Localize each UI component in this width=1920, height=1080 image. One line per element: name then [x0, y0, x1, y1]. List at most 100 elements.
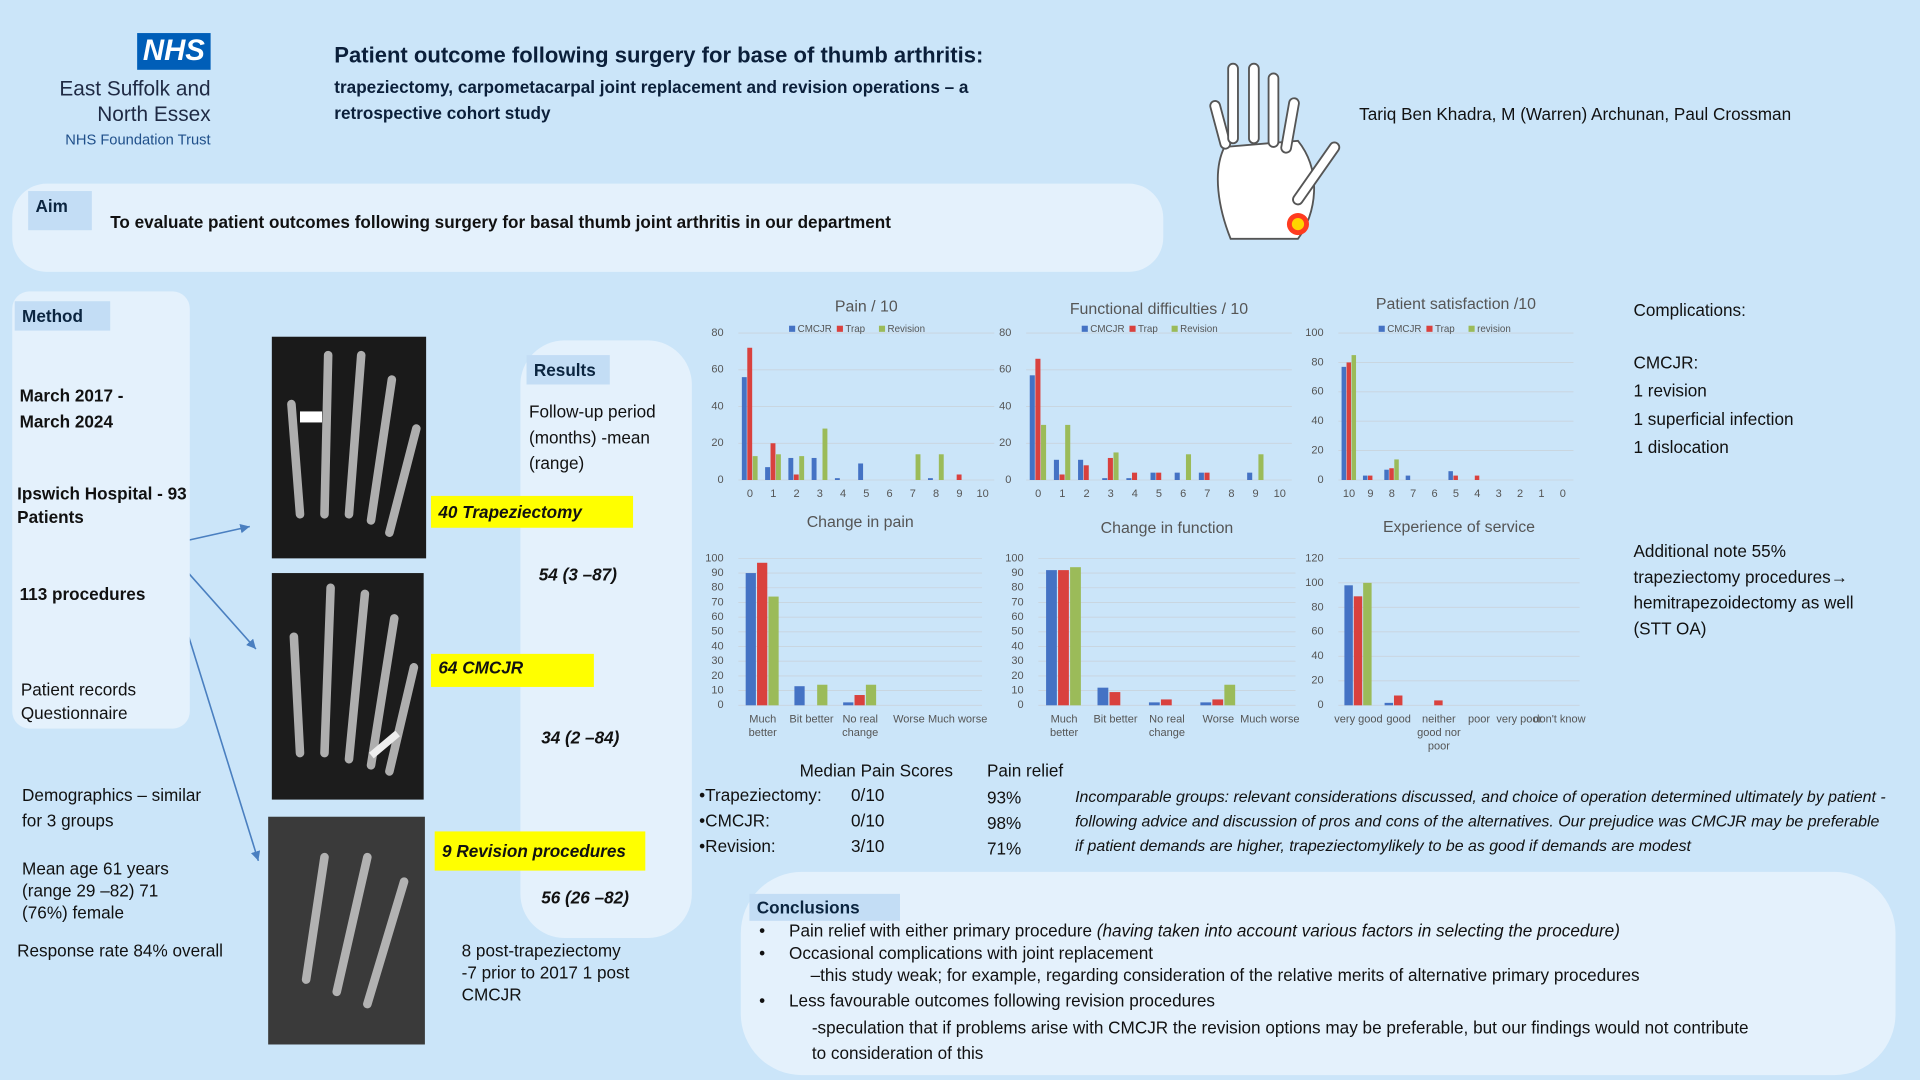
bar: [757, 562, 768, 706]
table-cell: 3/10: [851, 836, 885, 856]
bar: [1097, 687, 1109, 706]
bar: [858, 463, 864, 480]
x-tick-label: 4: [1132, 488, 1138, 500]
y-tick-label: 100: [1305, 327, 1323, 339]
xray-images: [268, 336, 427, 1045]
legend-swatch: [789, 325, 796, 332]
bar: [834, 478, 840, 480]
x-tick-label: 0: [1560, 488, 1566, 500]
conclusion: • Occasional complications with joint re…: [759, 942, 1153, 963]
y-tick-label: 40: [1311, 650, 1323, 662]
bar: [865, 684, 877, 706]
bar: [1258, 454, 1264, 480]
y-tick-label: 40: [711, 640, 723, 652]
bar: [956, 474, 962, 480]
table-cell: •CMCJR:: [699, 810, 770, 831]
legend-label: CMCJR: [1387, 324, 1421, 335]
group-name: 40 Trapeziectomy: [431, 495, 634, 528]
aim-panel: [12, 183, 1164, 272]
bar: [752, 456, 758, 480]
table-cell: 0/10: [851, 810, 885, 831]
x-tick-label: poor: [1468, 713, 1490, 725]
bar: [1341, 366, 1347, 480]
legend-swatch: [1171, 325, 1178, 332]
table-cell: •Revision:: [699, 836, 776, 856]
y-tick-label: 100: [1305, 577, 1323, 589]
bar: [1102, 478, 1108, 480]
y-tick-label: 60: [999, 364, 1011, 376]
complications-line: Complications:: [1633, 300, 1746, 320]
y-tick-label: 0: [718, 474, 724, 486]
bar: [1041, 424, 1047, 480]
conclusions-panel: [740, 871, 1896, 1076]
x-tick-label: 4: [1474, 488, 1480, 500]
y-tick-label: 0: [718, 699, 724, 711]
bar: [1474, 475, 1480, 480]
x-tick-label: 3: [1496, 488, 1502, 500]
followup-value: 54 (3 –87): [538, 564, 617, 585]
legend-label: CMCJR: [1090, 324, 1124, 335]
bar: [1150, 472, 1156, 480]
y-tick-label: 80: [711, 327, 723, 339]
title: Patient outcome following surgery for ba…: [334, 42, 984, 68]
x-tick-label: very poor: [1496, 713, 1542, 725]
logo-text: NHS: [142, 34, 205, 68]
legend-swatch: [878, 325, 886, 332]
bar: [1453, 475, 1458, 480]
bar: [1083, 465, 1089, 480]
bar: [747, 347, 753, 480]
complications-line: 1 dislocation: [1633, 437, 1729, 457]
bar: [1065, 424, 1071, 480]
org-line: North Essex: [97, 102, 211, 127]
x-tick-label: 5: [863, 488, 869, 500]
y-tick-label: 0: [1318, 699, 1324, 711]
table-cell: 71%: [986, 838, 1022, 859]
x-tick-label: Worse: [1203, 713, 1235, 725]
bar: [1148, 702, 1160, 706]
x-tick-label: 9: [1367, 488, 1373, 500]
x-tick-label: 8: [1389, 488, 1395, 500]
aim-label: Aim: [28, 191, 92, 231]
logo-box: [137, 33, 211, 70]
conclusion-text: Pain relief with either primary procedur…: [789, 920, 1093, 941]
bar: [793, 474, 799, 480]
revision-note: 8 post-trapeziectomy -7 prior to 2017 1 …: [461, 940, 630, 1005]
x-tick-label: Much worse: [928, 713, 987, 725]
bar: [770, 443, 776, 480]
x-tick-label: 0: [747, 488, 753, 500]
bar: [741, 377, 747, 480]
x-tick-label: 6: [887, 488, 893, 500]
x-tick-label: 4: [840, 488, 846, 500]
y-tick-label: 20: [1311, 675, 1323, 687]
y-tick-label: 90: [1011, 567, 1023, 579]
note: Incomparable groups: relevant considerat…: [1075, 787, 1886, 855]
bar: [1109, 692, 1121, 706]
y-tick-label: 60: [1311, 626, 1323, 638]
bar: [1384, 702, 1394, 706]
bar: [1185, 454, 1192, 480]
bar: [1351, 355, 1357, 480]
table-header: Pain relief: [986, 760, 1064, 780]
legend-swatch: [1468, 325, 1475, 332]
y-tick-label: 100: [1005, 552, 1023, 564]
bar: [1156, 472, 1162, 480]
y-tick-label: 60: [711, 611, 723, 623]
bar: [1132, 472, 1138, 480]
y-tick-label: 40: [1011, 640, 1023, 652]
org-line: NHS Foundation Trust: [65, 131, 211, 149]
y-tick-label: 60: [1311, 386, 1323, 398]
bar: [1058, 570, 1069, 706]
table-cell: 93%: [986, 787, 1022, 807]
x-tick-label: Much better: [1050, 713, 1079, 738]
bar: [811, 457, 817, 480]
conclusion-sub: –this study weak; for example, regarding…: [810, 964, 1640, 985]
table-cell: •Trapeziectomy:: [699, 784, 822, 805]
bar: [1113, 452, 1119, 480]
table-cell: 98%: [986, 813, 1022, 833]
y-tick-label: 60: [711, 364, 723, 376]
x-tick-label: Much better: [749, 713, 778, 738]
additional-note: Additional note 55% trapeziectomy proced…: [1633, 541, 1854, 638]
bar: [1198, 472, 1204, 480]
x-tick-label: 6: [1431, 488, 1437, 500]
